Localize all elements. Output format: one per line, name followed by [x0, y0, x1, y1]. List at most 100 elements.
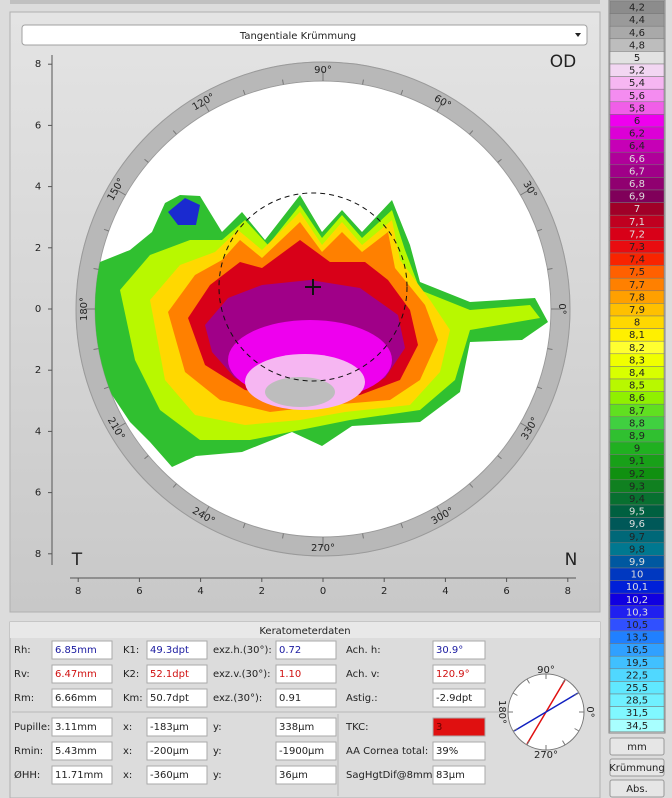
scale-label: 5,4 — [629, 78, 645, 89]
field-label: Rh: — [14, 645, 31, 656]
dial-flat-axis — [513, 692, 579, 732]
scale-label: 10,2 — [626, 595, 648, 606]
scale-label: 8,9 — [629, 431, 645, 442]
y-tick-label: 6 — [35, 488, 41, 499]
toggle-button[interactable] — [609, 779, 665, 798]
field-box — [51, 765, 113, 785]
x-tick-label: 6 — [136, 586, 142, 597]
dial-tick — [526, 740, 530, 746]
field-value: 0.72 — [279, 645, 301, 656]
scale-label: 9,8 — [629, 544, 645, 555]
field-label: y: — [213, 746, 222, 757]
scale-label: 8,8 — [629, 418, 645, 429]
field-value: 6.66mm — [55, 693, 97, 704]
scale-label: 6,4 — [629, 141, 645, 152]
ring-tick — [103, 228, 109, 232]
pupil-circle — [218, 192, 408, 382]
x-tick-label: 2 — [381, 586, 387, 597]
field-label: K1: — [123, 645, 139, 656]
field-value: 3.11mm — [55, 722, 97, 733]
dial-tick — [512, 728, 518, 732]
view-dropdown[interactable] — [21, 24, 588, 46]
field-box — [432, 741, 486, 761]
scale-label: 31,5 — [626, 708, 648, 719]
scale-label: 9,5 — [629, 507, 645, 518]
scale-label: 4,2 — [629, 3, 645, 14]
ring-tick — [172, 483, 177, 488]
ring-tick — [497, 455, 502, 460]
field-value: 0.91 — [279, 693, 301, 704]
eye-label: OD — [550, 52, 576, 72]
ring-tick — [497, 158, 502, 163]
field-value: -2.9dpt — [436, 693, 472, 704]
field-box — [275, 717, 337, 737]
scale-swatch — [609, 718, 665, 733]
field-box — [432, 664, 486, 684]
ring-tick — [436, 506, 443, 516]
scale-label: 7,7 — [629, 280, 645, 291]
ring-tick — [103, 386, 109, 390]
x-tick-label: 0 — [320, 586, 326, 597]
y-tick-label: 2 — [35, 365, 41, 376]
field-label: x: — [123, 746, 132, 757]
scale-label: 4,6 — [629, 28, 645, 39]
field-label: x: — [123, 770, 132, 781]
scale-label: 7,2 — [629, 229, 645, 240]
angle-label: 90° — [314, 65, 332, 76]
field-box — [432, 765, 486, 785]
pupil-center — [305, 279, 321, 295]
scale-label: 6,9 — [629, 192, 645, 203]
scale-label: 7,8 — [629, 292, 645, 303]
field-label: Rm: — [14, 693, 34, 704]
field-box — [51, 688, 113, 708]
field-box — [146, 741, 208, 761]
field-label: AA Cornea total: — [346, 746, 428, 757]
scale-label: 7,1 — [629, 217, 645, 228]
scale-label: 7,3 — [629, 242, 645, 253]
field-box — [432, 640, 486, 660]
y-tick-label: 8 — [35, 549, 41, 560]
ring-tick — [520, 189, 530, 196]
field-label: ØHH: — [14, 769, 40, 781]
toggle-button[interactable] — [609, 737, 665, 756]
ring-outline — [75, 61, 571, 557]
x-tick-label: 2 — [259, 586, 265, 597]
field-value: 39% — [436, 746, 458, 757]
scale-label: 10,5 — [626, 620, 648, 631]
ring-tick — [400, 523, 404, 529]
field-value: -183µm — [150, 722, 189, 733]
scale-label: 5 — [634, 53, 640, 64]
scale-label: 9,9 — [629, 557, 645, 568]
button-label: Abs. — [626, 784, 648, 795]
field-label: y: — [213, 770, 222, 781]
scale-label: 7 — [634, 204, 640, 215]
scale-label: 8,7 — [629, 406, 645, 417]
dial-label: 270° — [534, 750, 558, 761]
field-value: 49.3dpt — [150, 645, 189, 656]
button-label: Krümmung — [609, 763, 665, 774]
scale-label: 4,8 — [629, 40, 645, 51]
x-tick-label: 4 — [442, 586, 448, 597]
scale-label: 34,5 — [626, 721, 648, 732]
scale-label: 5,6 — [629, 91, 645, 102]
dial-label: 0° — [584, 706, 595, 717]
ring-tick — [203, 102, 210, 112]
ring-tick — [242, 523, 246, 529]
toggle-button[interactable] — [609, 758, 665, 777]
field-label: exz.h.(30°): — [213, 645, 272, 656]
ring-tick — [116, 422, 126, 429]
scale-label: 13,5 — [626, 633, 648, 644]
field-label: x: — [123, 722, 132, 733]
field-box — [275, 688, 337, 708]
dial-label: 90° — [537, 665, 555, 676]
ring-tick — [520, 422, 530, 429]
x-tick-label: 8 — [75, 586, 81, 597]
scale-label: 9,3 — [629, 481, 645, 492]
zone-blue — [168, 198, 200, 225]
dial-tick — [574, 692, 580, 696]
ring-tick — [282, 79, 284, 85]
x-tick-label: 6 — [503, 586, 509, 597]
field-box — [275, 741, 337, 761]
scale-label: 28,5 — [626, 696, 648, 707]
